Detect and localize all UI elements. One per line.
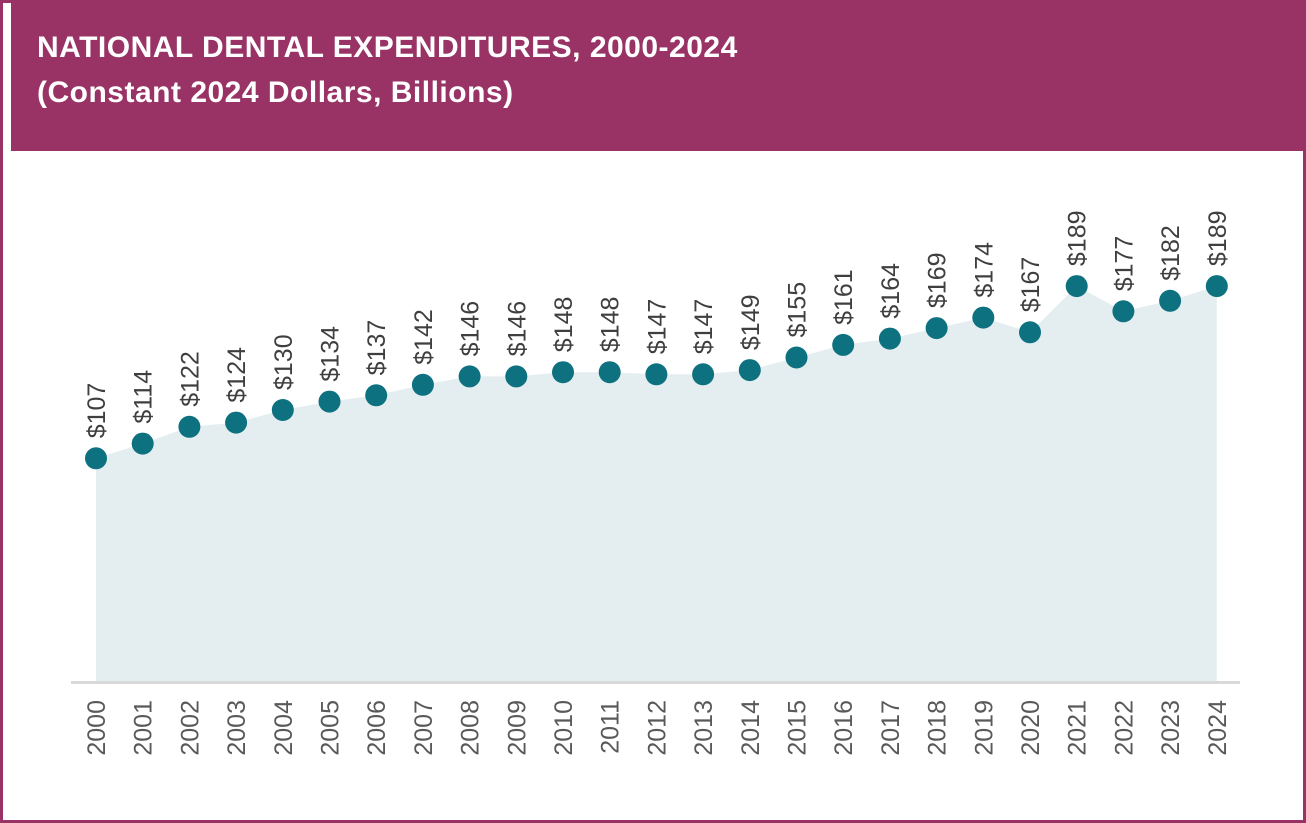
data-point-dot-2012 bbox=[645, 363, 668, 386]
data-point-label-2016: $161 bbox=[830, 269, 858, 325]
data-point-dot-2015 bbox=[785, 346, 808, 369]
data-point-dot-2007 bbox=[411, 373, 434, 396]
x-tick-label-2018: 2018 bbox=[924, 700, 952, 756]
data-point-label-2019: $174 bbox=[970, 242, 998, 298]
chart-area: $107 2000 $114 2001 $122 2002 $124 2003 $130 2004… bbox=[3, 3, 1303, 820]
x-tick-label-2020: 2020 bbox=[1017, 700, 1045, 756]
data-point-dot-2024 bbox=[1205, 275, 1228, 298]
data-point-dot-2023 bbox=[1159, 289, 1182, 312]
data-point-dot-2004 bbox=[271, 399, 294, 421]
x-tick-label-2015: 2015 bbox=[784, 700, 812, 756]
data-point-label-2013: $147 bbox=[690, 299, 718, 355]
data-point-dot-2003 bbox=[225, 411, 248, 434]
data-point-label-2011: $148 bbox=[597, 297, 625, 353]
x-tick-label-2005: 2005 bbox=[317, 700, 345, 756]
x-tick-label-2014: 2014 bbox=[737, 700, 765, 756]
x-tick-label-2006: 2006 bbox=[363, 700, 391, 756]
data-point-dot-2022 bbox=[1112, 300, 1135, 323]
data-point-dot-2006 bbox=[365, 384, 388, 407]
data-point-dot-2010 bbox=[552, 361, 574, 384]
data-point-label-2006: $137 bbox=[363, 320, 391, 376]
data-point-label-2004: $130 bbox=[270, 334, 298, 390]
expenditures-area-chart: $107 2000 $114 2001 $122 2002 $124 2003 $130 2004… bbox=[71, 210, 1240, 756]
x-tick-label-2017: 2017 bbox=[877, 700, 905, 756]
data-point-dot-2000 bbox=[85, 447, 107, 470]
chart-header: NATIONAL DENTAL EXPENDITURES, 2000-2024 … bbox=[11, 3, 1303, 151]
data-point-dot-2001 bbox=[131, 432, 154, 455]
data-point-dot-2014 bbox=[738, 359, 761, 382]
data-point-label-2015: $155 bbox=[784, 282, 812, 338]
data-point-dot-2008 bbox=[458, 365, 481, 388]
x-tick-label-2012: 2012 bbox=[643, 700, 671, 756]
data-point-label-2009: $146 bbox=[503, 301, 531, 357]
data-point-label-2005: $134 bbox=[317, 326, 345, 382]
data-point-label-2007: $142 bbox=[410, 309, 438, 365]
x-tick-label-2011: 2011 bbox=[597, 700, 625, 754]
data-point-label-2018: $169 bbox=[924, 252, 952, 308]
x-tick-label-2002: 2002 bbox=[176, 700, 204, 756]
data-point-label-2020: $167 bbox=[1017, 257, 1045, 313]
data-point-label-2012: $147 bbox=[643, 299, 671, 355]
data-point-dot-2019 bbox=[972, 306, 995, 329]
x-tick-label-2008: 2008 bbox=[457, 700, 485, 756]
x-tick-label-2022: 2022 bbox=[1110, 700, 1138, 756]
data-point-dot-2017 bbox=[878, 327, 901, 350]
area-fill bbox=[96, 286, 1217, 681]
data-point-label-2017: $164 bbox=[877, 263, 905, 319]
x-tick-label-2001: 2001 bbox=[130, 700, 158, 756]
x-tick-label-2007: 2007 bbox=[410, 700, 438, 756]
data-point-dot-2009 bbox=[505, 365, 528, 388]
data-point-label-2001: $114 bbox=[130, 370, 158, 424]
x-tick-label-2000: 2000 bbox=[83, 700, 111, 756]
data-point-label-2024: $189 bbox=[1204, 210, 1232, 266]
data-point-label-2000: $107 bbox=[83, 383, 111, 439]
x-tick-label-2009: 2009 bbox=[503, 700, 531, 756]
x-tick-label-2023: 2023 bbox=[1157, 700, 1185, 756]
data-point-label-2023: $182 bbox=[1157, 225, 1185, 281]
x-tick-label-2003: 2003 bbox=[223, 700, 251, 756]
x-tick-label-2019: 2019 bbox=[970, 700, 998, 756]
x-tick-label-2004: 2004 bbox=[270, 700, 298, 756]
data-point-dot-2021 bbox=[1065, 275, 1088, 298]
x-tick-label-2010: 2010 bbox=[550, 700, 578, 756]
data-point-label-2008: $146 bbox=[457, 301, 485, 357]
x-tick-label-2024: 2024 bbox=[1204, 700, 1232, 756]
data-point-dot-2011 bbox=[598, 361, 621, 384]
data-point-dot-2002 bbox=[178, 415, 201, 438]
data-point-dot-2016 bbox=[832, 333, 855, 356]
data-point-label-2022: $177 bbox=[1110, 236, 1138, 292]
chart-title: NATIONAL DENTAL EXPENDITURES, 2000-2024 bbox=[37, 31, 738, 64]
data-point-dot-2005 bbox=[318, 390, 341, 413]
data-point-label-2021: $189 bbox=[1064, 210, 1092, 266]
data-point-label-2003: $124 bbox=[223, 347, 251, 403]
data-point-dot-2020 bbox=[1019, 321, 1041, 344]
data-point-label-2014: $149 bbox=[737, 294, 765, 350]
data-point-dot-2018 bbox=[925, 317, 948, 340]
x-tick-label-2013: 2013 bbox=[690, 700, 718, 756]
data-point-dot-2013 bbox=[692, 363, 715, 386]
data-point-label-2002: $122 bbox=[176, 351, 204, 407]
data-point-label-2010: $148 bbox=[550, 297, 578, 353]
chart-subtitle: (Constant 2024 Dollars, Billions) bbox=[37, 76, 514, 109]
x-tick-label-2021: 2021 bbox=[1064, 700, 1092, 756]
x-tick-label-2016: 2016 bbox=[830, 700, 858, 756]
